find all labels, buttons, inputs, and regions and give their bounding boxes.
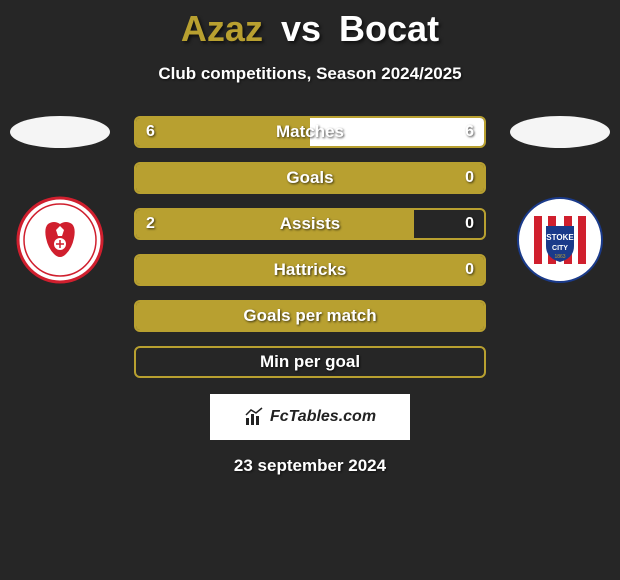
middlesbrough-crest-icon	[16, 196, 104, 284]
stat-bar: 0Goals	[134, 162, 486, 194]
player1-name: Azaz	[181, 8, 263, 49]
stat-label: Goals	[136, 164, 484, 192]
player2-avatar	[510, 116, 610, 148]
date-label: 23 september 2024	[0, 456, 620, 476]
brand-footer: FcTables.com	[210, 394, 410, 440]
left-side	[8, 116, 112, 284]
chart-icon	[244, 407, 264, 427]
brand-label: FcTables.com	[270, 408, 376, 426]
right-side: STOKE CITY 1863	[508, 116, 612, 284]
svg-text:STOKE: STOKE	[546, 233, 574, 242]
player1-avatar	[10, 116, 110, 148]
stat-bar: 0Hattricks	[134, 254, 486, 286]
stat-bar: 20Assists	[134, 208, 486, 240]
stat-bar: Min per goal	[134, 346, 486, 378]
stoke-city-crest-icon: STOKE CITY 1863	[516, 196, 604, 284]
stat-label: Min per goal	[136, 348, 484, 376]
stat-label: Matches	[136, 118, 484, 146]
page-title: Azaz vs Bocat	[0, 0, 620, 50]
stats-bars: 66Matches 0Goals 20Assists 0Hattricks Goals …	[112, 116, 508, 378]
stat-bar: Goals per match	[134, 300, 486, 332]
svg-text:CITY: CITY	[552, 245, 568, 252]
player2-name: Bocat	[339, 8, 439, 49]
stat-label: Goals per match	[136, 302, 484, 330]
stat-label: Assists	[136, 210, 484, 238]
svg-text:1863: 1863	[554, 254, 565, 260]
main-layout: 66Matches 0Goals 20Assists 0Hattricks Goals …	[0, 116, 620, 378]
stat-label: Hattricks	[136, 256, 484, 284]
stat-bar: 66Matches	[134, 116, 486, 148]
vs-label: vs	[281, 8, 321, 49]
subtitle: Club competitions, Season 2024/2025	[0, 64, 620, 84]
